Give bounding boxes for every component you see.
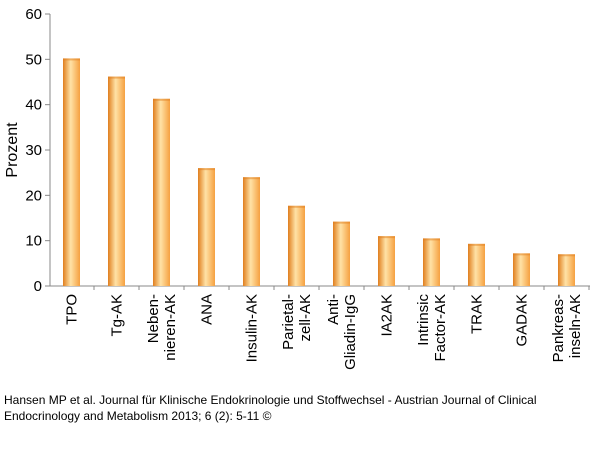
y-tick-label: 60 [25,6,42,23]
y-tick-label: 20 [25,187,42,204]
bar [378,236,395,286]
category-label: Anti- [325,294,342,325]
category-label: TRAK [469,294,486,334]
bar-cap [63,58,80,61]
category-label: ANA [199,294,216,325]
y-tick-label: 0 [34,278,42,295]
bar [558,254,575,286]
axes: 0 10 20 30 40 50 60 Prozent [4,6,590,295]
category-label: zell-AK [297,294,314,342]
category-label: inseln-AK [567,294,584,358]
category-label: Factor-AK [432,294,449,362]
bar [423,238,440,286]
bar [288,205,305,286]
category-label: Tg-AK [109,294,126,337]
category-labels: TPO Tg-AK Neben-nieren-AK ANA Insulin-AK Pari… [64,294,585,370]
bar-cap [468,243,485,246]
source-caption: Hansen MP et al. Journal für Klinische E… [4,393,537,423]
bar [63,58,80,286]
bar-cap [513,253,530,256]
bar [108,76,125,286]
bar [513,253,530,286]
category-label: Pankreas- [550,294,567,362]
category-label: GADAK [514,294,531,347]
bar-cap [423,238,440,241]
bar-chart: 0 10 20 30 40 50 60 Prozent TPO Tg-AK Neben-niere… [4,6,590,370]
bar-cap [558,254,575,257]
bar-cap [153,98,170,101]
y-tick-label: 10 [25,233,42,250]
bar [243,177,260,286]
category-label: Neben- [145,294,162,343]
bar-cap [198,168,215,171]
y-tick-label: 30 [25,142,42,159]
bar [468,243,485,286]
bars [63,58,575,286]
y-axis-label: Prozent [4,122,21,178]
bar-cap [108,76,125,79]
category-label: Parietal- [280,294,297,350]
category-label: Intrinsic [415,294,432,346]
category-label: IA2AK [379,294,396,337]
y-tick-label: 40 [25,97,42,114]
bar [153,98,170,286]
category-label: TPO [64,294,81,325]
bar-cap [243,177,260,180]
bar [198,168,215,286]
bar-cap [378,236,395,239]
category-label: Insulin-AK [244,294,261,362]
bar [333,221,350,286]
category-label: Gliadin-IgG [342,294,359,370]
bar-cap [288,205,305,208]
category-label: nieren-AK [162,294,179,361]
bar-cap [333,221,350,224]
y-tick-label: 50 [25,51,42,68]
